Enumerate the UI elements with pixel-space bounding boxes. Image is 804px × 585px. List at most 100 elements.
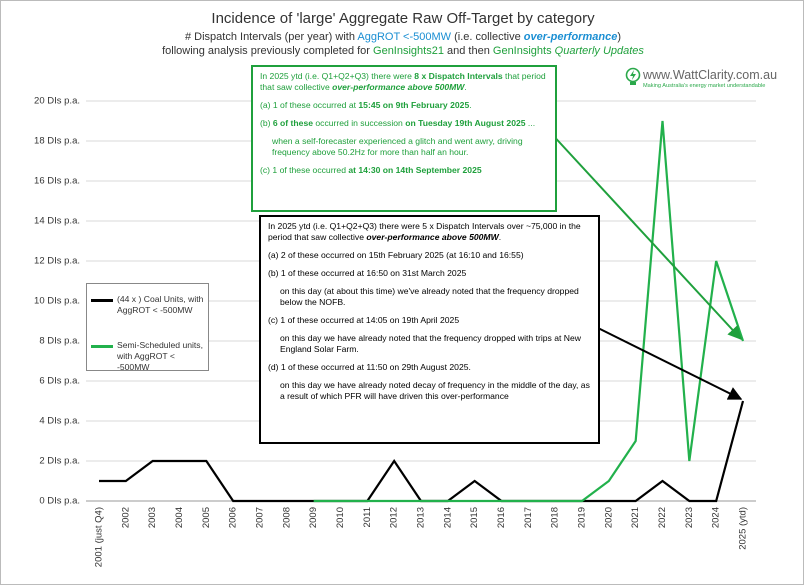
legend-label: (44 x ) Coal Units, with AggROT < -500MW [117,294,204,315]
legend-entry: Semi-Scheduled units, with AggROT < -500… [91,340,207,373]
legend: (44 x ) Coal Units, with AggROT < -500MW… [86,283,209,373]
subtitle-part: ) [617,31,621,43]
annotation-text: 8 x Dispatch Intervals [414,71,503,81]
y-tick-label: 12 DIs p.a. [34,256,80,267]
annotation-text: over-performance above 500MW [366,232,499,242]
annotation-paragraph: (d) 1 of these occurred at 11:50 on 29th… [268,362,591,373]
x-tick-label: 2023 [684,507,695,528]
y-tick-label: 0 DIs p.a. [39,496,80,507]
annotation-text: (c) 1 of these occurred at 14:05 on 19th… [268,315,460,325]
x-tick-label: 2014 [442,507,453,528]
y-tick-label: 8 DIs p.a. [39,336,80,347]
x-tick-label: 2019 [577,507,588,528]
legend-label: Semi-Scheduled units, with AggROT < -500… [117,340,203,372]
y-tick-label: 2 DIs p.a. [39,456,80,467]
annotation-text: on this day (at about this time) we've a… [280,286,579,307]
series-line [313,120,745,503]
annotation-paragraph: on this day (at about this time) we've a… [280,286,591,308]
subtitle-part: following analysis previously completed … [162,45,374,57]
logo-tagline: Making Australia's energy market underst… [643,83,766,89]
y-tick-label: 14 DIs p.a. [34,216,80,227]
subtitle-part: AggROT <-500MW [357,31,452,43]
legend-entry: (44 x ) Coal Units, with AggROT < -500MW [91,294,207,316]
annotation-paragraph: (b) 6 of these occurred in succession on… [260,118,548,129]
annotation-text: . [469,100,472,110]
x-tick-label: 2022 [657,507,668,528]
x-tick-label: 2008 [281,507,292,528]
annotation-arrow [548,130,742,341]
annotation-text: (c) 1 of these occurred [260,165,349,175]
y-tick-label: 18 DIs p.a. [34,136,80,147]
legend-swatch [91,299,113,302]
annotation-paragraph: (c) 1 of these occurred at 14:05 on 19th… [268,315,591,326]
annotation-text: In 2025 ytd (i.e. Q1+Q2+Q3) there were 5… [268,221,581,242]
chart-title: Incidence of 'large' Aggregate Raw Off-T… [211,10,595,27]
annotation-paragraph: when a self-forecaster experienced a gli… [272,136,548,158]
x-tick-label: 2001 (just Q4) [94,507,105,567]
x-tick-label: 2016 [496,507,507,528]
annotation-text: (b) 1 of these occurred at 16:50 on 31st… [268,268,467,278]
legend-swatch [91,345,113,348]
x-tick-label: 2024 [711,507,722,528]
annotation-text: ... [525,118,536,128]
x-tick-label: 2006 [228,507,239,528]
annotation-text: (a) 1 of these occurred at [260,100,359,110]
subtitle-part: Quarterly Updates [554,45,644,57]
annotation-text: (d) 1 of these occurred at 11:50 on 29th… [268,362,471,372]
x-tick-label: 2010 [335,507,346,528]
annotation-text: on this day we have already noted decay … [280,380,590,401]
x-tick-label: 2025 (ytd) [738,507,749,550]
subtitle: # Dispatch Intervals (per year) with Agg… [1,30,803,58]
subtitle-line: # Dispatch Intervals (per year) with Agg… [1,30,803,44]
annotation-paragraph: In 2025 ytd (i.e. Q1+Q2+Q3) there were 5… [268,221,591,243]
annotation-text: (b) [260,118,273,128]
annotation-text: (a) 2 of these occurred on 15th February… [268,250,524,260]
annotation-text: . [464,82,467,92]
x-tick-label: 2005 [201,507,212,528]
x-tick-label: 2021 [630,507,641,528]
x-tick-label: 2009 [308,507,319,528]
annotation-text: on this day we have already noted that t… [280,333,581,354]
annotation-text: that period that saw collective [260,71,546,92]
x-tick-label: 2011 [362,507,373,527]
subtitle-line: following analysis previously completed … [1,44,803,58]
subtitle-part: and then [443,45,493,57]
annotation-arrow [595,326,743,400]
x-tick-label: 2012 [389,507,400,528]
x-tick-label: 2002 [120,507,131,528]
subtitle-part: GenInsights [492,45,555,57]
y-tick-label: 10 DIs p.a. [34,296,80,307]
annotation-paragraph: (c) 1 of these occurred at 14:30 on 14th… [260,165,548,176]
annotation-text: on Tuesday 19th August 2025 [405,118,526,128]
x-tick-label: 2020 [603,507,614,528]
annotation-text: occurred in succession [313,118,406,128]
logo-text: www.WattClarity.com.au [643,68,778,82]
annotation-text: 15:45 on 9th February 2025 [358,100,470,110]
annotation-box: In 2025 ytd (i.e. Q1+Q2+Q3) there were 5… [259,215,600,444]
subtitle-part: (i.e. collective [451,31,524,43]
x-tick-label: 2018 [550,507,561,528]
annotation-paragraph: In 2025 ytd (i.e. Q1+Q2+Q3) there were 8… [260,71,548,93]
annotation-paragraph: on this day we have already noted that t… [280,333,591,355]
subtitle-part: # Dispatch Intervals (per year) with [184,31,358,43]
x-tick-label: 2013 [416,507,427,528]
annotation-text: . [498,232,502,242]
x-tick-label: 2015 [469,507,480,528]
x-tick-label: 2007 [255,507,266,528]
annotation-paragraph: (a) 2 of these occurred on 15th February… [268,250,591,261]
y-tick-label: 20 DIs p.a. [34,96,80,107]
annotation-text: when a self-forecaster experienced a gli… [272,136,523,157]
annotation-text: at 14:30 on 14th September 2025 [348,165,482,175]
y-tick-label: 6 DIs p.a. [39,376,80,387]
annotation-paragraph: (b) 1 of these occurred at 16:50 on 31st… [268,268,591,279]
annotation-text: In 2025 ytd (i.e. Q1+Q2+Q3) there were [260,71,415,81]
annotation-box: In 2025 ytd (i.e. Q1+Q2+Q3) there were 8… [251,65,557,212]
annotation-text: 6 of these [272,118,314,128]
subtitle-part: over-performance [523,31,618,43]
y-tick-label: 16 DIs p.a. [34,176,80,187]
logo-icon [625,67,641,85]
x-tick-label: 2004 [174,507,185,528]
annotation-paragraph: on this day we have already noted decay … [280,380,591,402]
y-tick-label: 4 DIs p.a. [39,416,80,427]
